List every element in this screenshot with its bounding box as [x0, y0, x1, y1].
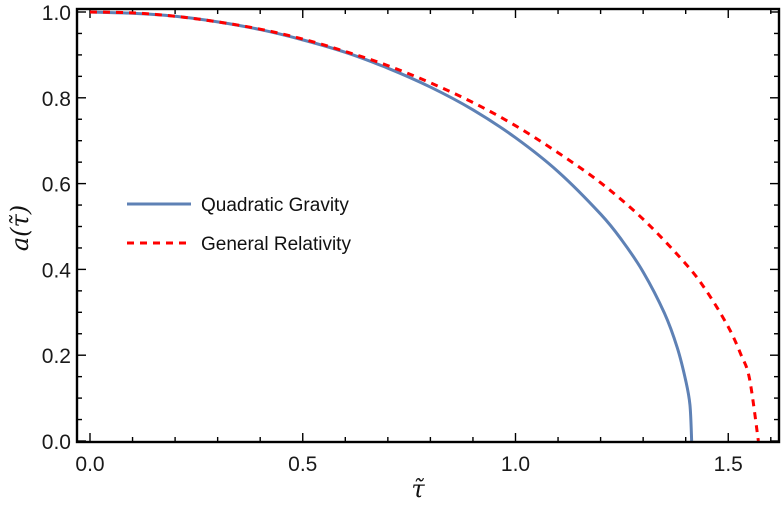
- x-axis-title: τ̃: [411, 475, 425, 503]
- x-tick-label: 0.5: [288, 453, 317, 476]
- plot-frame: [75, 7, 781, 444]
- legend-label-general-relativity: General Relativity: [201, 234, 351, 255]
- y-axis-title: a(τ̃): [6, 205, 34, 251]
- x-tick-label: 1.0: [501, 453, 530, 476]
- y-tick-label: 1.0: [42, 2, 71, 25]
- y-tick-label: 0.0: [42, 431, 71, 454]
- y-tick-label: 0.2: [42, 345, 71, 368]
- y-tick-label: 0.8: [42, 88, 71, 111]
- y-tick-label: 0.6: [42, 174, 71, 197]
- legend: Quadratic Gravity General Relativity: [127, 195, 351, 255]
- legend-label-quadratic-gravity: Quadratic Gravity: [201, 195, 349, 216]
- x-tick-label: 1.5: [714, 453, 743, 476]
- series-general-relativity: [89, 10, 760, 442]
- axis-tick-labels: 0.0 0.5 1.0 1.5 0.0 0.2 0.4 0.6 0.8 1.0: [42, 2, 743, 476]
- series-quadratic-gravity: [89, 10, 694, 442]
- data-lines: [89, 10, 760, 442]
- y-tick-label: 0.4: [42, 259, 72, 282]
- x-tick-label: 0.0: [75, 453, 104, 476]
- axis-ticks: [77, 9, 779, 442]
